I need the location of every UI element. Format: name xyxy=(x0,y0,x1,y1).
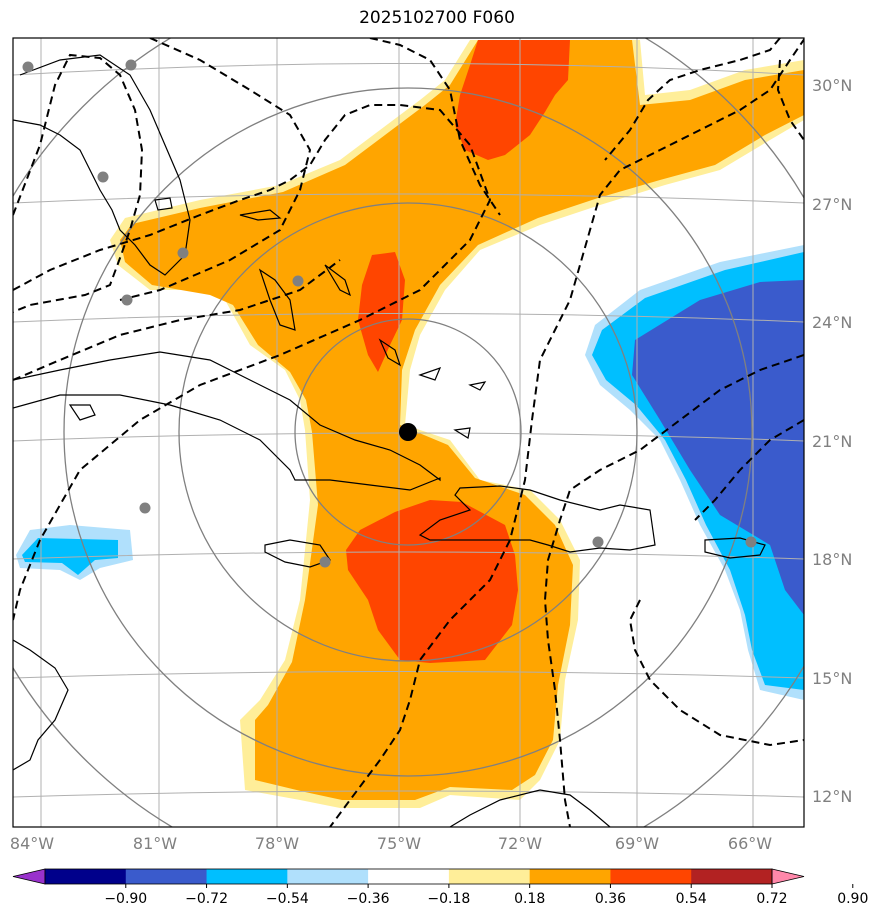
colorbar-tick-label: 0.36 xyxy=(595,891,626,907)
colorbar-tick-label: −0.90 xyxy=(104,891,147,907)
station-marker xyxy=(292,275,304,287)
lon-label: 72°W xyxy=(498,834,542,853)
colorbar-segment xyxy=(448,869,531,884)
lon-label: 69°W xyxy=(615,834,659,853)
negative-anomaly-blue xyxy=(632,280,804,615)
latitude-labels: 30°N 27°N 24°N 21°N 18°N 15°N 12°N xyxy=(812,76,852,806)
longitude-labels: 84°W 81°W 78°W 75°W 72°W 69°W 66°W xyxy=(10,834,772,853)
lat-label: 24°N xyxy=(812,313,852,332)
lon-label: 66°W xyxy=(728,834,772,853)
colorbar-tick-label: 0.18 xyxy=(514,891,545,907)
colorbar-tick-label: −0.54 xyxy=(266,891,309,907)
storm-center-marker xyxy=(399,423,417,441)
colorbar-segment xyxy=(125,869,208,884)
colorbar-segment xyxy=(610,869,692,884)
station-marker xyxy=(177,247,189,259)
colorbar-segment xyxy=(45,869,127,884)
station-marker xyxy=(319,556,331,568)
colorbar-tick-label: 0.72 xyxy=(756,891,787,907)
station-markers xyxy=(22,59,757,568)
lon-label: 81°W xyxy=(133,834,177,853)
colorbar: −0.90 −0.72 −0.54 −0.36 −0.18 0.18 0.36 0.54 0.7… xyxy=(12,868,868,907)
lat-label: 30°N xyxy=(812,76,852,95)
positive-anomaly-red-central xyxy=(358,252,405,372)
lat-label: 21°N xyxy=(812,432,852,451)
west-anomaly-cyan xyxy=(22,538,118,575)
station-marker xyxy=(592,536,604,548)
lon-label: 84°W xyxy=(10,834,54,853)
positive-anomaly-orange xyxy=(120,40,804,800)
colorbar-segment xyxy=(206,869,288,884)
colorbar-extend-max xyxy=(771,868,805,885)
station-marker xyxy=(22,61,34,73)
colorbar-tick-label: −0.18 xyxy=(427,891,470,907)
station-marker xyxy=(745,536,757,548)
station-marker xyxy=(139,502,151,514)
positive-anomaly-red-south xyxy=(346,500,518,663)
colorbar-segment xyxy=(368,869,450,884)
lon-label: 75°W xyxy=(377,834,421,853)
colorbar-tick-label: −0.72 xyxy=(185,891,228,907)
lat-label: 18°N xyxy=(812,550,852,569)
colorbar-frame xyxy=(44,868,773,885)
station-marker xyxy=(97,171,109,183)
lat-label: 12°N xyxy=(812,787,852,806)
positive-anomaly-red-north xyxy=(455,40,570,160)
colorbar-tick-label: −0.36 xyxy=(347,891,390,907)
station-marker xyxy=(125,59,137,71)
dashed-contours xyxy=(13,38,804,827)
map-frame xyxy=(12,37,805,828)
map-area xyxy=(13,38,804,827)
lon-label: 78°W xyxy=(255,834,299,853)
map-title: 2025102700 F060 xyxy=(359,8,515,28)
range-rings xyxy=(13,38,804,827)
lat-label: 15°N xyxy=(812,669,852,688)
station-marker xyxy=(121,294,133,306)
colorbar-extend-min xyxy=(12,868,46,885)
colorbar-segment xyxy=(287,869,369,884)
colorbar-segment xyxy=(691,869,773,884)
colorbar-tick-label: 0.90 xyxy=(837,891,868,907)
lat-label: 27°N xyxy=(812,195,852,214)
colorbar-segment xyxy=(529,869,611,884)
colorbar-tick-label: 0.54 xyxy=(676,891,707,907)
